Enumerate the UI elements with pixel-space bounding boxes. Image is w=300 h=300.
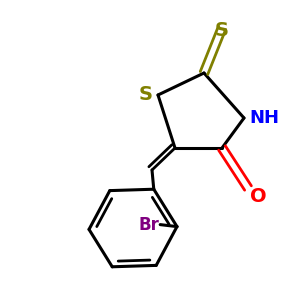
Text: S: S	[139, 85, 153, 104]
Text: S: S	[215, 20, 229, 40]
Text: Br: Br	[139, 216, 159, 234]
Text: NH: NH	[249, 109, 279, 127]
Text: O: O	[250, 188, 266, 206]
